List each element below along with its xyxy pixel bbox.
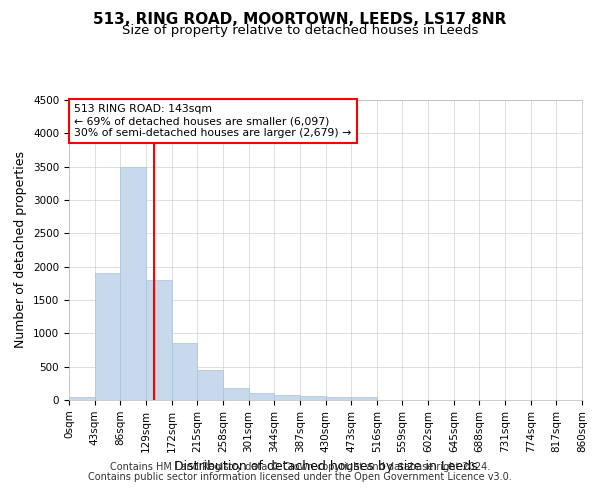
Text: 513, RING ROAD, MOORTOWN, LEEDS, LS17 8NR: 513, RING ROAD, MOORTOWN, LEEDS, LS17 8N… (94, 12, 506, 28)
Text: 513 RING ROAD: 143sqm
← 69% of detached houses are smaller (6,097)
30% of semi-d: 513 RING ROAD: 143sqm ← 69% of detached … (74, 104, 352, 138)
Bar (351, 397, 377, 400)
Bar (197, 370, 223, 400)
Bar (300, 396, 325, 400)
Bar (325, 396, 351, 400)
Y-axis label: Number of detached properties: Number of detached properties (14, 152, 28, 348)
Bar (223, 388, 248, 400)
Bar (121, 166, 146, 400)
Bar (95, 274, 121, 400)
Bar (146, 280, 172, 400)
Bar (172, 344, 197, 400)
Bar (69, 396, 95, 400)
Text: Size of property relative to detached houses in Leeds: Size of property relative to detached ho… (122, 24, 478, 37)
Bar (248, 394, 274, 400)
Text: Contains public sector information licensed under the Open Government Licence v3: Contains public sector information licen… (88, 472, 512, 482)
X-axis label: Distribution of detached houses by size in Leeds: Distribution of detached houses by size … (173, 460, 478, 473)
Text: Contains HM Land Registry data © Crown copyright and database right 2024.: Contains HM Land Registry data © Crown c… (110, 462, 490, 472)
Bar (274, 395, 300, 400)
